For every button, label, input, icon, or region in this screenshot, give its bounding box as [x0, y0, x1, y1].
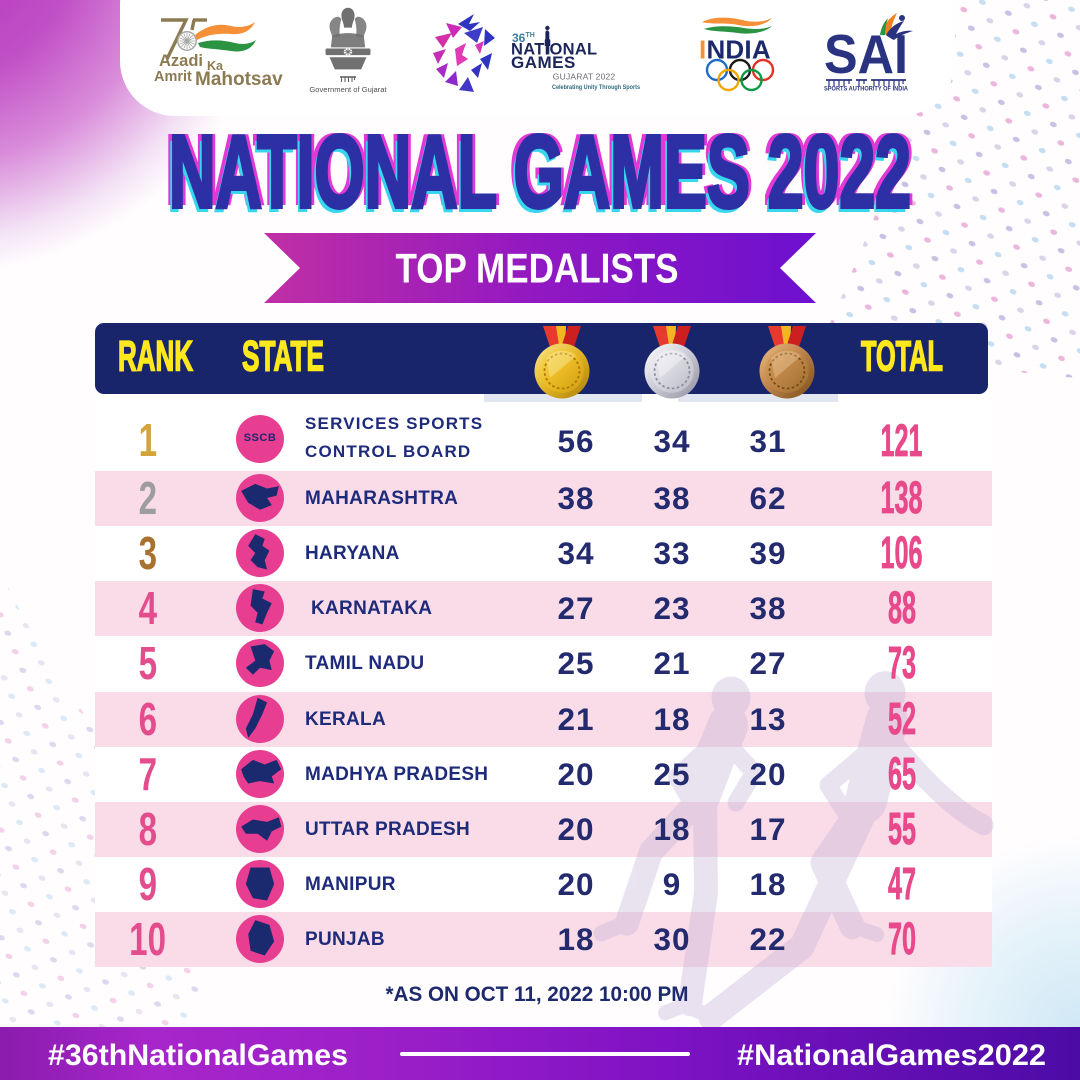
svg-text:STATE: STATE — [242, 333, 324, 381]
svg-text:Amrit: Amrit — [154, 69, 192, 85]
svg-text:NATIONAL GAMES 2022: NATIONAL GAMES 2022 — [166, 119, 908, 230]
svg-text:SAI: SAI — [824, 23, 908, 85]
svg-text:NATIONAL GAMES 2022: NATIONAL GAMES 2022 — [164, 118, 906, 227]
svg-text:RANK: RANK — [118, 333, 193, 381]
svg-text:NATIONAL GAMES 2022: NATIONAL GAMES 2022 — [169, 118, 911, 229]
svg-text:*AS ON OCT 11, 2022 10:00 PM: *AS ON OCT 11, 2022 10:00 PM — [386, 983, 689, 1006]
svg-text:Celebrating Unity Through Spor: Celebrating Unity Through Sports — [552, 84, 640, 91]
svg-text:Mahotsav: Mahotsav — [195, 69, 283, 90]
svg-text:Azadi: Azadi — [159, 52, 203, 70]
svg-text:Ka: Ka — [207, 59, 224, 73]
svg-text:SPORTS AUTHORITY OF INDIA: SPORTS AUTHORITY OF INDIA — [824, 87, 909, 93]
svg-text:#NationalGames2022: #NationalGames2022 — [737, 1039, 1046, 1072]
svg-text:GAMES: GAMES — [511, 53, 576, 72]
svg-text:GUJARAT 2022: GUJARAT 2022 — [553, 72, 616, 82]
svg-text:Government of Gujarat: Government of Gujarat — [309, 85, 387, 94]
svg-text:TOTAL: TOTAL — [861, 333, 943, 381]
svg-text:TH: TH — [526, 32, 535, 39]
svg-text:NATIONAL: NATIONAL — [511, 41, 597, 59]
svg-text:TOP MEDALISTS: TOP MEDALISTS — [396, 245, 679, 292]
svg-text:NATIONAL GAMES 2022: NATIONAL GAMES 2022 — [173, 118, 915, 227]
svg-text:#36thNationalGames: #36thNationalGames — [48, 1039, 348, 1072]
svg-text:36: 36 — [512, 31, 526, 45]
